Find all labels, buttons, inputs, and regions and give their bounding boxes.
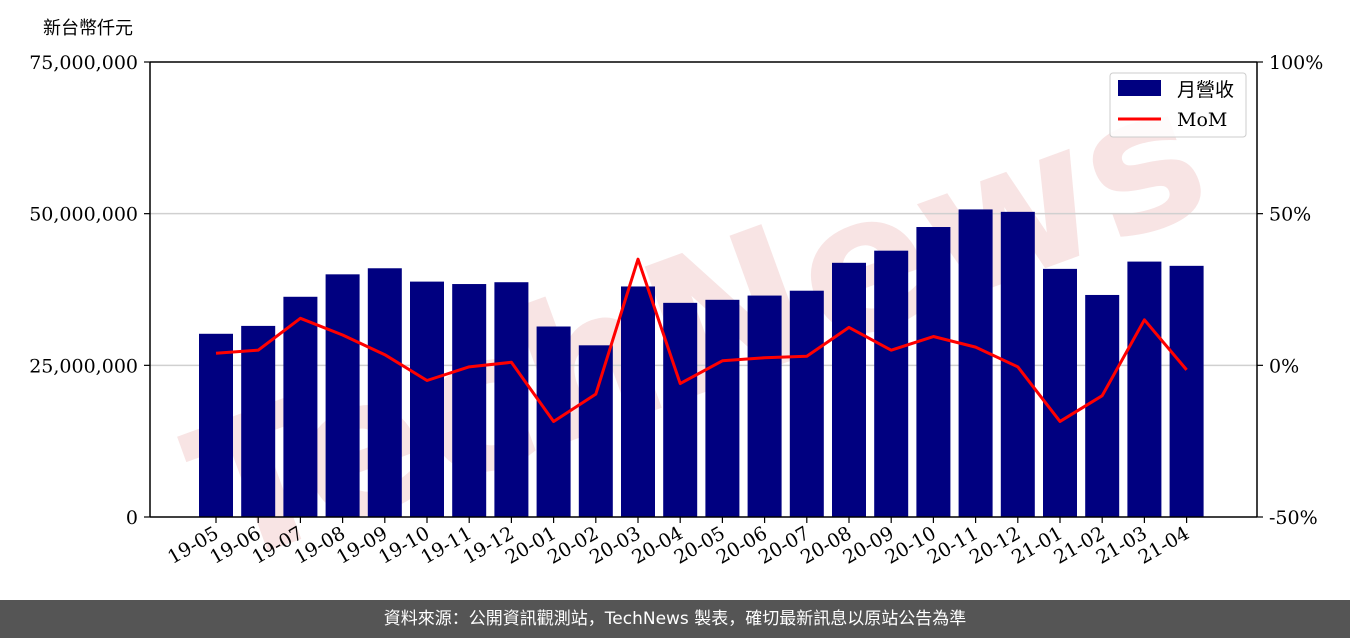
- legend: 月營收 MoM: [1109, 72, 1247, 138]
- legend-label-mom: MoM: [1177, 109, 1227, 131]
- mom-line: [215, 257, 1188, 423]
- legend-swatch-bar: [1118, 80, 1161, 96]
- bar: [1000, 211, 1035, 517]
- bar: [1085, 294, 1120, 517]
- y-left-tick-label: 75,000,000: [29, 52, 138, 74]
- y-right-tick-label: 50%: [1269, 204, 1311, 226]
- bar: [747, 295, 782, 517]
- y-left-tick-label: 0: [126, 507, 138, 529]
- y-right-tick-label: 0%: [1269, 355, 1299, 377]
- bar: [832, 262, 866, 517]
- bar: [494, 282, 529, 517]
- y-right-tick-label: -50%: [1269, 507, 1318, 529]
- bar: [663, 302, 698, 517]
- bar: [452, 284, 487, 517]
- bar: [705, 299, 740, 517]
- bar: [578, 345, 613, 517]
- bar: [367, 268, 402, 517]
- y-left-tick-label: 25,000,000: [29, 355, 138, 377]
- source-footer: 資料來源：公開資訊觀測站，TechNews 製表，確切最新訊息以原站公告為準: [0, 600, 1350, 638]
- bar: [916, 227, 951, 517]
- bar: [958, 209, 993, 518]
- left-axis-unit: 新台幣仟元: [43, 18, 133, 39]
- bar: [789, 290, 824, 517]
- legend-label-revenue: 月營收: [1177, 79, 1234, 101]
- y-right-axis-ticks: -50% 0% 50% 100%: [1257, 52, 1323, 529]
- y-left-tick-label: 50,000,000: [29, 204, 138, 226]
- bar: [199, 333, 233, 517]
- bar: [1169, 265, 1204, 517]
- axes: [149, 61, 1258, 518]
- bar: [1127, 261, 1162, 517]
- bar: [283, 296, 318, 517]
- y-right-tick-label: 100%: [1269, 52, 1323, 74]
- bar: [621, 286, 655, 517]
- bar: [874, 250, 909, 517]
- bar: [1043, 268, 1077, 517]
- line-series: [215, 257, 1188, 423]
- bar: [241, 325, 276, 517]
- bar: [410, 281, 444, 517]
- revenue-chart: TechNews 19-0519-0619-0719-0819-0919-101…: [29, 18, 1323, 600]
- bar-series: [199, 209, 1204, 518]
- y-left-axis-ticks: 0 25,000,000 50,000,000 75,000,000: [29, 52, 150, 529]
- bar: [325, 274, 360, 517]
